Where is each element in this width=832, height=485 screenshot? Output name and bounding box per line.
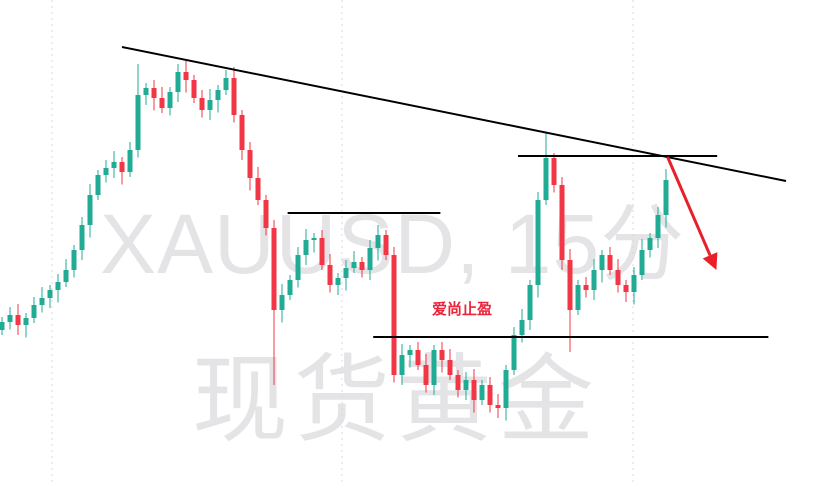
candle-body [383, 235, 389, 255]
candle-body [119, 162, 125, 172]
candle-body [71, 250, 77, 270]
candle-body [255, 178, 261, 200]
candle-body [623, 285, 629, 292]
candle-body [55, 282, 61, 290]
candle-body [199, 98, 205, 110]
candle-body [631, 275, 637, 292]
candle-body [263, 200, 269, 228]
candle-body [567, 260, 573, 310]
candle-body [127, 150, 133, 172]
candle-body [415, 350, 421, 365]
candle-body [111, 162, 117, 168]
candle-body [479, 385, 485, 400]
candle-body [135, 95, 141, 150]
candle-body [391, 255, 397, 375]
candle-body [367, 248, 373, 270]
candle-body [223, 78, 229, 90]
candle-body [559, 185, 565, 260]
candle-body [487, 385, 493, 405]
candle-body [103, 168, 109, 175]
candle-body [543, 158, 549, 200]
candle-body [95, 175, 101, 195]
candle-body [639, 250, 645, 275]
candle-body [615, 270, 621, 285]
candle-body [423, 365, 429, 385]
candle-body [519, 320, 525, 335]
candle-body [439, 350, 445, 360]
candle-body [295, 255, 301, 280]
candle-body [271, 228, 277, 310]
candle-body [247, 150, 253, 178]
candle-body [447, 360, 453, 375]
candle-body [207, 100, 213, 110]
candle-body [159, 98, 165, 108]
candle-body [599, 255, 605, 270]
candle-body [183, 72, 189, 80]
candle-body [15, 315, 21, 325]
candle-body [511, 335, 517, 370]
trendline [121, 46, 787, 182]
candle-body [343, 268, 349, 278]
candle-body [0, 322, 5, 330]
candle-body [663, 180, 669, 215]
candle-body [23, 318, 29, 325]
candle-body [151, 88, 157, 98]
candle-body [431, 350, 437, 385]
candle-body [575, 285, 581, 310]
candle-body [287, 280, 293, 295]
candle-body [319, 238, 325, 265]
candle-body [7, 315, 13, 322]
candle-body [455, 375, 461, 390]
candle-body [527, 285, 533, 320]
candle-body [303, 240, 309, 255]
candle-body [551, 158, 557, 185]
candle-body [495, 405, 501, 408]
candle-body [47, 290, 53, 298]
candle-body [279, 295, 285, 310]
arrow-head-icon [702, 252, 718, 270]
arrow-shaft [666, 156, 712, 256]
candle-body [335, 278, 341, 285]
candle-body [351, 262, 357, 268]
candle-body [79, 225, 85, 250]
candle-body [239, 115, 245, 150]
candle-body [143, 88, 149, 95]
candle-body [327, 265, 333, 285]
candle-body [31, 305, 37, 318]
candle-body [191, 80, 197, 98]
candle-body [375, 235, 381, 248]
candle-body [63, 270, 69, 282]
candle-body [407, 350, 413, 355]
candle-body [39, 298, 45, 305]
candle-body [359, 262, 365, 270]
candle-body [503, 370, 509, 408]
annotation-note: 爱尚止盈 [432, 300, 493, 318]
candle-body [311, 238, 317, 240]
candle-body [655, 215, 661, 238]
candle-body [463, 380, 469, 390]
candle-body [175, 72, 181, 92]
candle-body [647, 238, 653, 250]
candle-body [607, 255, 613, 270]
candle-body [215, 90, 221, 100]
candle-body [471, 380, 477, 400]
candle-body [591, 270, 597, 290]
candle-body [231, 78, 237, 115]
candle-body [535, 200, 541, 285]
candle-body [399, 355, 405, 375]
candle-body [583, 285, 589, 290]
candle-body [87, 195, 93, 225]
candle-body [167, 92, 173, 108]
